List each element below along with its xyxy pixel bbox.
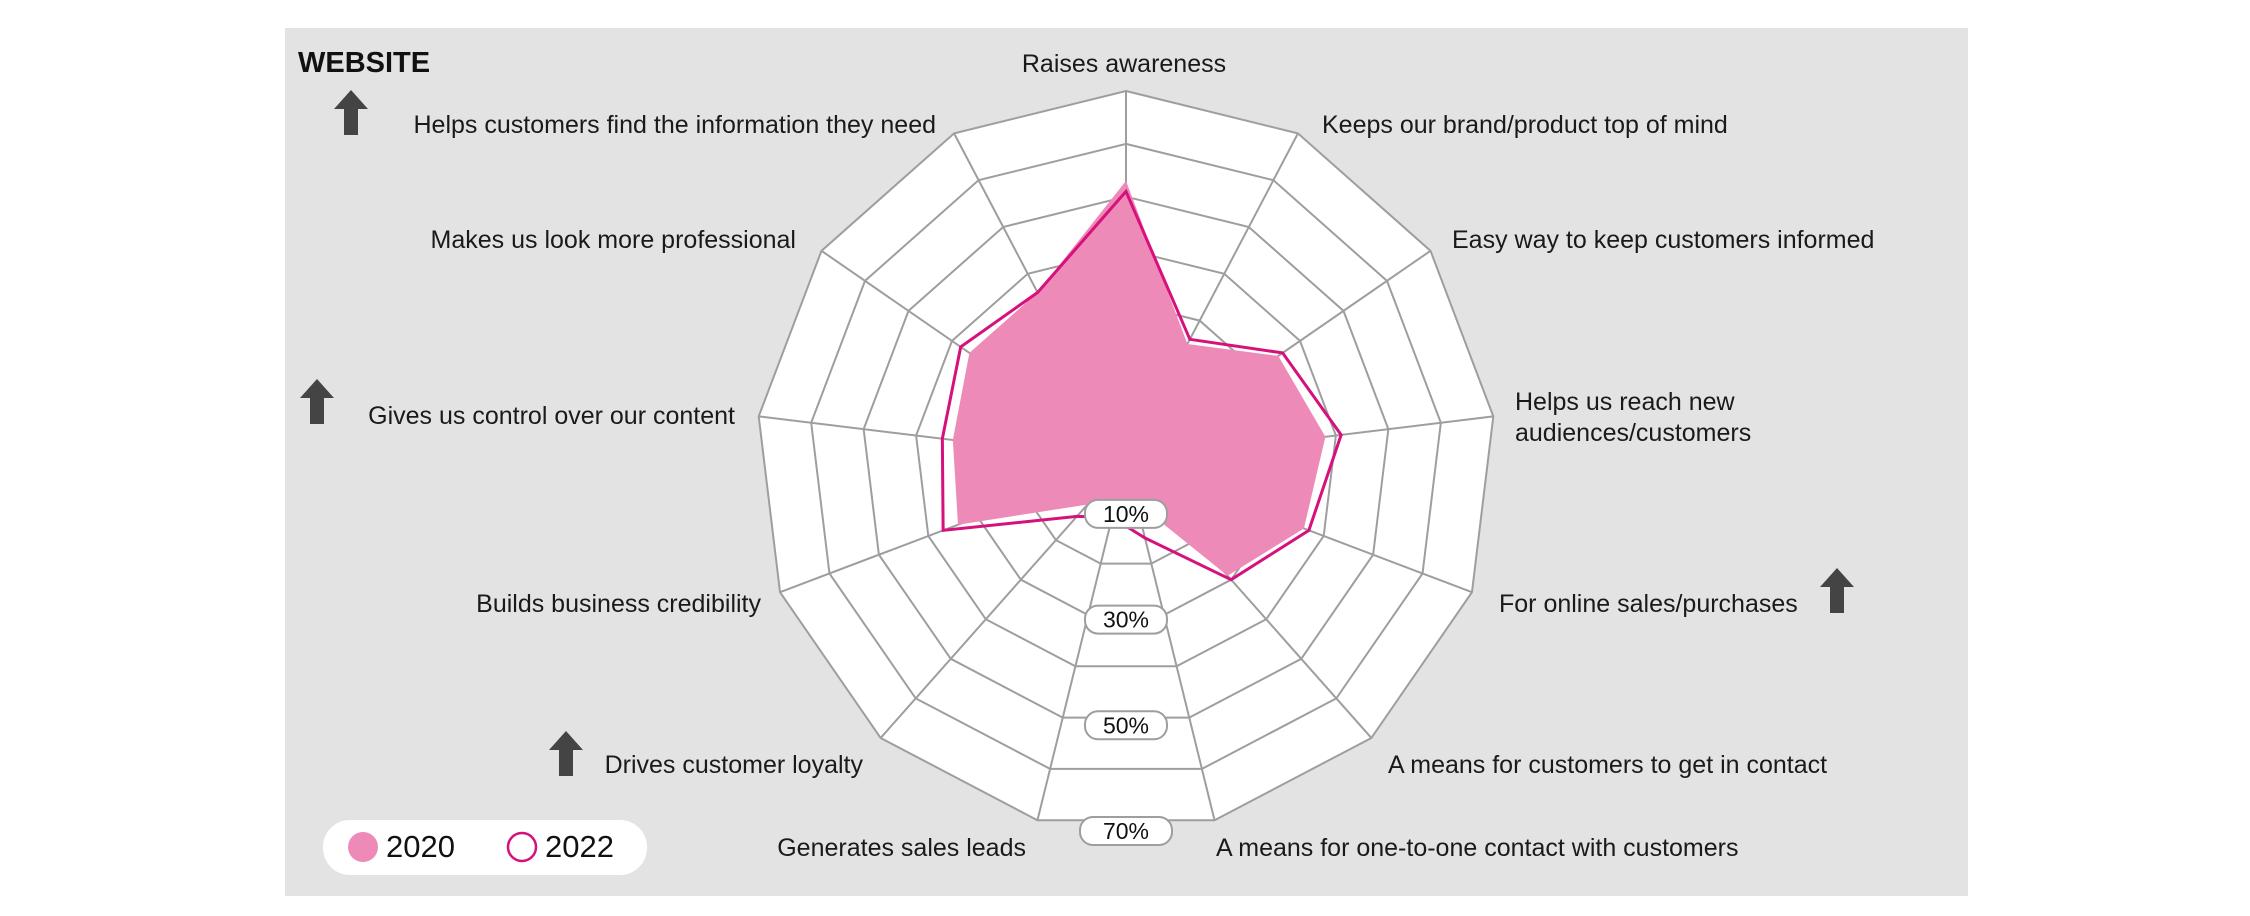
up-arrow-icon — [549, 731, 583, 776]
increase-markers — [300, 90, 1854, 776]
category-labels: Raises awareness Keeps our brand/product … — [368, 50, 1874, 862]
radial-tick-label: 70% — [1103, 818, 1149, 844]
category-label-makes-us-look-more-professional: Makes us look more professional — [431, 226, 796, 254]
up-arrow-icon — [1820, 568, 1854, 613]
radial-tick-label: 50% — [1103, 712, 1149, 738]
legend: 2020 2022 — [323, 820, 647, 875]
category-label-keeps-our-brand-product-top-of-mind: Keeps our brand/product top of mind — [1322, 111, 1728, 139]
series-2020-area — [952, 180, 1326, 576]
category-label-a-means-for-one-to-one-contact-with-customers: A means for one-to-one contact with cust… — [1216, 834, 1738, 862]
grid-ring — [915, 248, 1337, 668]
legend-label-2020: 2020 — [386, 829, 455, 864]
radial-tick-pill — [1084, 710, 1168, 741]
radial-tick-pill — [1084, 604, 1168, 635]
category-label-raises-awareness: Raises awareness — [1022, 50, 1226, 78]
radial-tick-pill — [1084, 498, 1168, 529]
category-label-helps-customers-find-the-information-they-need: Helps customers find the information the… — [414, 111, 937, 139]
radial-tick-label: 30% — [1103, 607, 1149, 633]
category-label-easy-way-to-keep-customers-informed: Easy way to keep customers informed — [1452, 226, 1874, 254]
grid-spoke — [879, 460, 1127, 739]
radial-tick: 70% — [1079, 816, 1173, 846]
radial-tick-label: 10% — [1103, 501, 1149, 527]
chart-title: WEBSITE — [298, 47, 430, 79]
category-label-gives-us-control-over-our-content: Gives us control over our content — [368, 402, 735, 430]
legend-label-2022: 2022 — [545, 829, 614, 864]
legend-marker-2020 — [348, 832, 378, 862]
category-label-for-online-sales-purchases: For online sales/purchases — [1499, 590, 1798, 618]
up-arrow-icon — [300, 379, 334, 424]
category-label-builds-business-credibility: Builds business credibility — [476, 590, 761, 618]
legend-marker-2022 — [506, 831, 538, 863]
category-label-a-means-for-customers-to-get-in-contact: A means for customers to get in contact — [1388, 751, 1827, 779]
up-arrow-icon — [334, 90, 368, 135]
radial-tick: 50% — [1084, 710, 1168, 741]
radial-tick: 30% — [1084, 604, 1168, 635]
category-label-drives-customer-loyalty: Drives customer loyalty — [605, 751, 864, 779]
grid-ring — [810, 142, 1442, 770]
category-label-generates-sales-leads: Generates sales leads — [777, 834, 1026, 862]
radial-tick-pill — [1079, 816, 1173, 846]
radial-ticks: 10% 30% 50% 70% — [1079, 498, 1173, 846]
legend-box — [323, 820, 647, 875]
radial-tick: 10% — [1084, 498, 1168, 529]
category-label-helps-us-reach-new-audiences-customers: Helps us reach new audiences/customers — [1515, 388, 1751, 447]
